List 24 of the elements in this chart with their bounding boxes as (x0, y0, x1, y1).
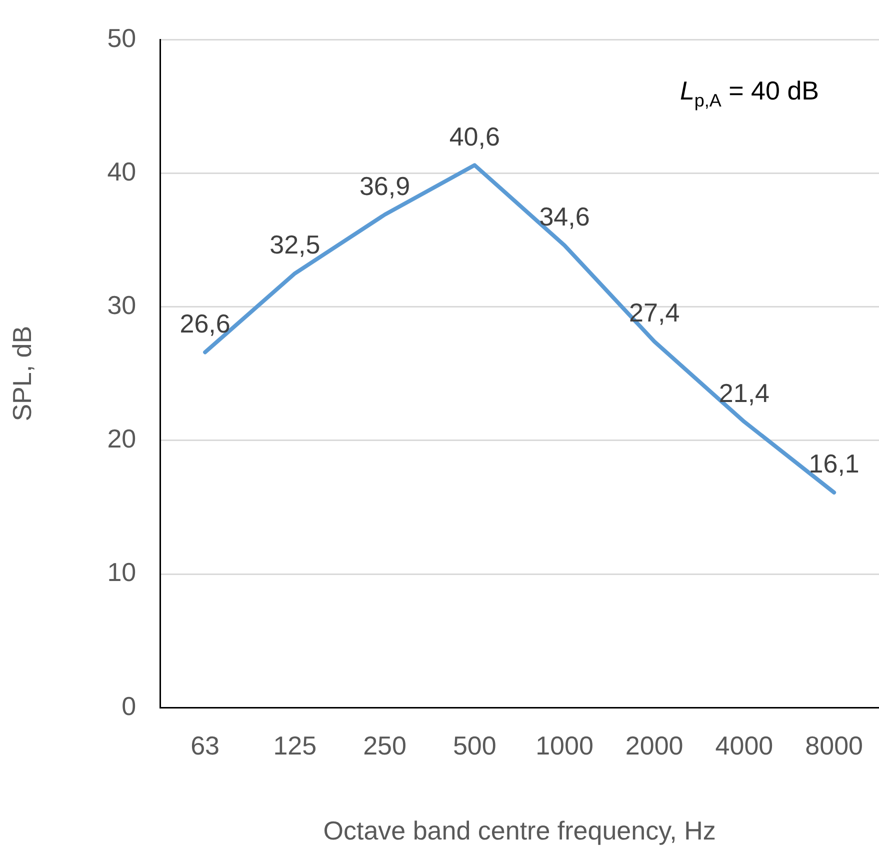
data-label: 26,6 (180, 308, 230, 338)
x-tick-label: 250 (363, 730, 406, 760)
data-label: 27,4 (629, 298, 680, 328)
y-tick-label: 50 (107, 22, 136, 53)
data-label: 40,6 (449, 121, 500, 152)
x-tick-label: 1000 (536, 730, 594, 760)
x-tick-label: 8000 (805, 730, 863, 760)
y-tick-label: 40 (107, 156, 136, 186)
data-label: 36,9 (359, 170, 410, 201)
x-tick-label: 500 (452, 730, 496, 760)
y-tick-label: 10 (107, 557, 136, 588)
x-tick-label: 2000 (625, 730, 684, 760)
data-label: 34,6 (539, 202, 590, 232)
data-label: 16,1 (808, 448, 860, 479)
x-tick-label: 4000 (715, 730, 774, 760)
y-tick-label: 30 (107, 290, 136, 320)
x-tick-label: 63 (190, 730, 220, 760)
x-axis-title: Octave band centre frequency, Hz (323, 816, 716, 846)
y-axis-title: SPL, dB (6, 326, 37, 422)
y-tick-label: 20 (107, 424, 136, 454)
x-tick-label: 125 (273, 730, 317, 760)
data-label: 21,4 (718, 378, 770, 408)
y-tick-label: 0 (122, 690, 136, 721)
data-label: 32,5 (270, 230, 320, 260)
